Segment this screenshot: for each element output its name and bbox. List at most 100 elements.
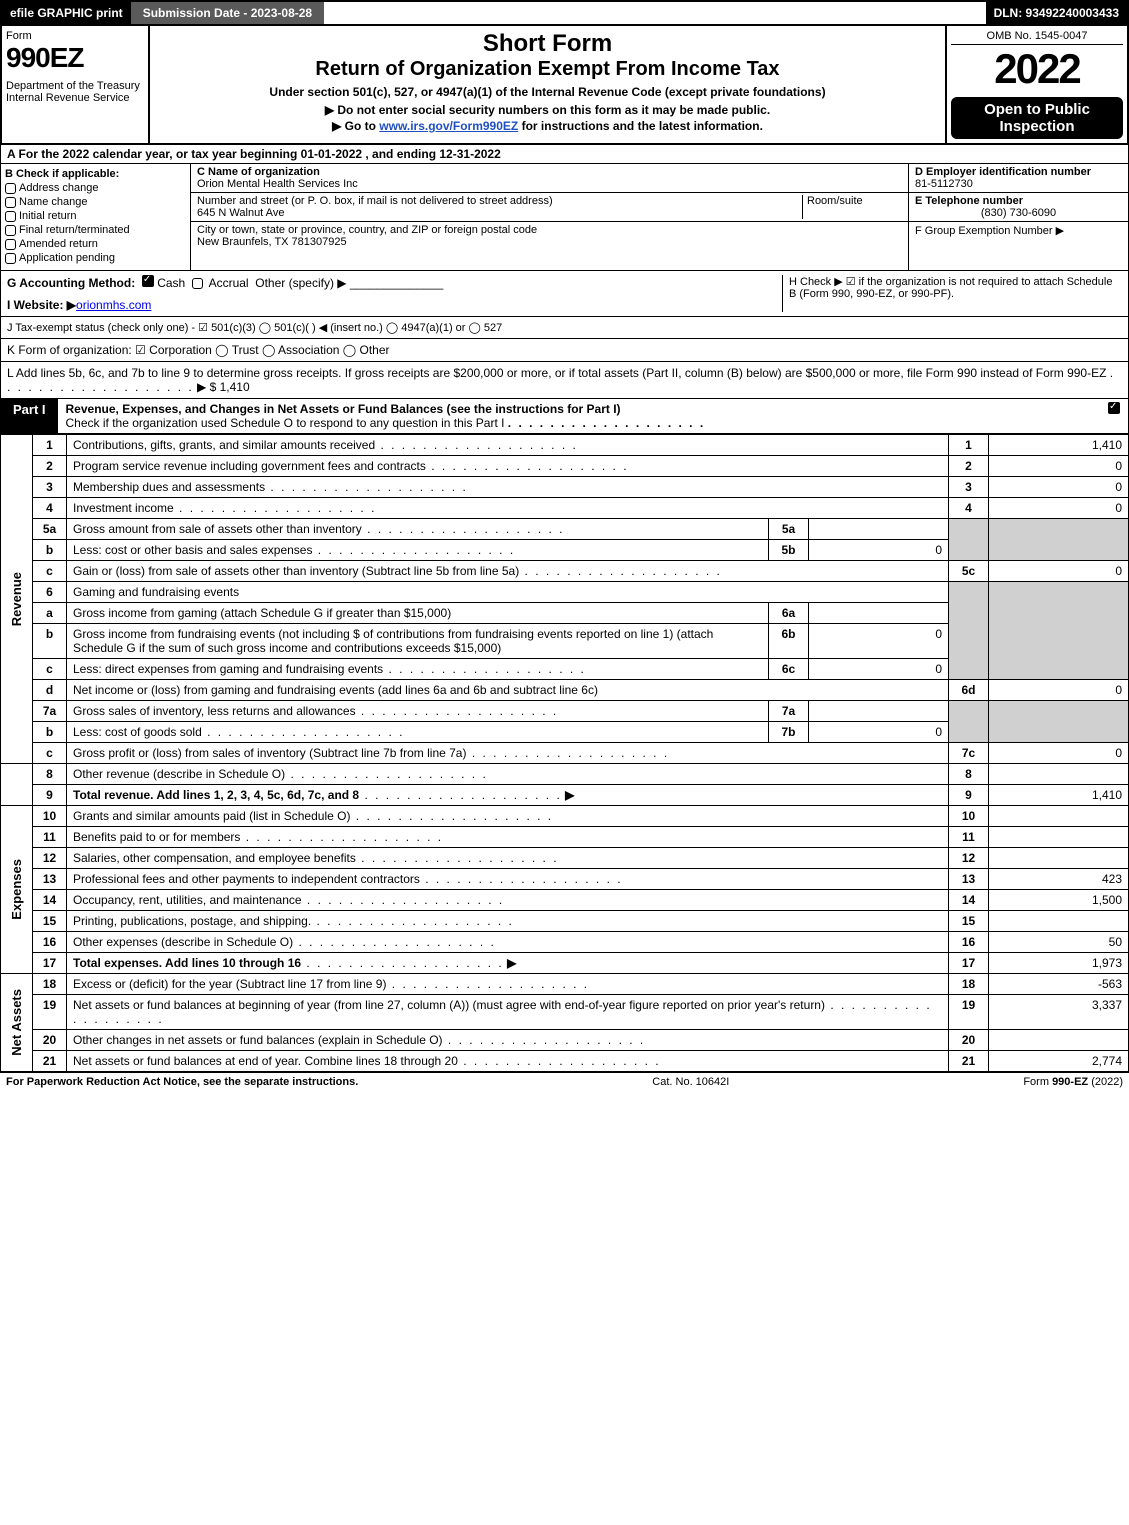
efile-print-label[interactable]: efile GRAPHIC print [2, 2, 131, 24]
line-15-num: 15 [33, 911, 67, 932]
line-10-val [989, 806, 1129, 827]
line-10-desc: Grants and similar amounts paid (list in… [73, 809, 350, 823]
line-12-num: 12 [33, 848, 67, 869]
form-label: Form [6, 30, 144, 42]
line-4-num: 4 [33, 498, 67, 519]
line-14-rn: 14 [949, 890, 989, 911]
line-6d-num: d [33, 680, 67, 701]
under-section: Under section 501(c), 527, or 4947(a)(1)… [158, 85, 937, 99]
line-6c-num: c [33, 659, 67, 680]
line-13-num: 13 [33, 869, 67, 890]
line-6b-num: b [33, 624, 67, 659]
line-1-num: 1 [33, 435, 67, 456]
checkbox-address-change[interactable] [5, 183, 16, 194]
line-11-val [989, 827, 1129, 848]
open-to-public: Open to Public Inspection [951, 97, 1123, 139]
line-15-rn: 15 [949, 911, 989, 932]
label-other-specify: Other (specify) ▶ [255, 276, 346, 290]
org-name-label: C Name of organization [197, 166, 902, 178]
checkbox-initial-return[interactable] [5, 211, 16, 222]
part-i-title: Part I [1, 399, 58, 433]
cat-number: Cat. No. 10642I [358, 1076, 1023, 1088]
line-20-val [989, 1030, 1129, 1051]
line-2-val: 0 [989, 456, 1129, 477]
ein: 81-5112730 [915, 178, 1122, 190]
form-title-block: Short Form Return of Organization Exempt… [150, 26, 947, 143]
line-7b-num: b [33, 722, 67, 743]
org-name: Orion Mental Health Services Inc [197, 178, 902, 190]
label-address-change: Address change [19, 182, 99, 194]
omb-year-block: OMB No. 1545-0047 2022 Open to Public In… [947, 26, 1127, 143]
goto-note: ▶ Go to www.irs.gov/Form990EZ for instru… [158, 119, 937, 133]
return-title: Return of Organization Exempt From Incom… [158, 58, 937, 81]
line-20-num: 20 [33, 1030, 67, 1051]
line-19-num: 19 [33, 995, 67, 1030]
checkbox-final-return[interactable] [5, 225, 16, 236]
ssn-note: ▶ Do not enter social security numbers o… [158, 103, 937, 117]
line-11-num: 11 [33, 827, 67, 848]
checkbox-schedule-o[interactable] [1108, 402, 1120, 414]
line-21-rn: 21 [949, 1051, 989, 1072]
label-accrual: Accrual [209, 276, 249, 290]
line-18-desc: Excess or (deficit) for the year (Subtra… [73, 977, 386, 991]
line-6d-desc: Net income or (loss) from gaming and fun… [67, 680, 949, 701]
line-17-desc: Total expenses. Add lines 10 through 16 [73, 956, 301, 970]
form-id-block: Form 990EZ Department of the Treasury In… [2, 26, 150, 143]
addr-label: Number and street (or P. O. box, if mail… [197, 195, 802, 207]
line-5c-val: 0 [989, 561, 1129, 582]
line-3-num: 3 [33, 477, 67, 498]
submission-date: Submission Date - 2023-08-28 [131, 2, 324, 24]
line-21-desc: Net assets or fund balances at end of ye… [73, 1054, 458, 1068]
line-5b-desc: Less: cost or other basis and sales expe… [73, 543, 312, 557]
line-21-num: 21 [33, 1051, 67, 1072]
checkbox-accrual[interactable] [192, 278, 203, 289]
department: Department of the Treasury Internal Reve… [6, 80, 144, 104]
line-10-num: 10 [33, 806, 67, 827]
line-5a-num: 5a [33, 519, 67, 540]
section-g-h: G Accounting Method: Cash Accrual Other … [0, 271, 1129, 317]
line-15-val [989, 911, 1129, 932]
website-link[interactable]: orionmhs.com [76, 298, 151, 312]
sections-d-e-f: D Employer identification number 81-5112… [908, 164, 1128, 270]
label-cash: Cash [157, 276, 185, 290]
room-suite-label: Room/suite [802, 195, 902, 219]
section-c: C Name of organization Orion Mental Heal… [191, 164, 908, 270]
line-6-num: 6 [33, 582, 67, 603]
website-label: I Website: ▶ [7, 298, 76, 312]
line-7b-mv: 0 [809, 722, 949, 743]
line-5b-mn: 5b [769, 540, 809, 561]
line-13-rn: 13 [949, 869, 989, 890]
line-6c-desc: Less: direct expenses from gaming and fu… [73, 662, 383, 676]
line-17-val: 1,973 [989, 953, 1129, 974]
line-13-val: 423 [989, 869, 1129, 890]
ein-label: D Employer identification number [915, 166, 1122, 178]
revenue-table: Revenue 1Contributions, gifts, grants, a… [0, 434, 1129, 1072]
revenue-side-label: Revenue [7, 568, 26, 630]
line-6a-mn: 6a [769, 603, 809, 624]
line-9-val: 1,410 [989, 785, 1129, 806]
irs-link[interactable]: www.irs.gov/Form990EZ [379, 119, 518, 133]
checkbox-application-pending[interactable] [5, 253, 16, 264]
label-amended-return: Amended return [19, 238, 98, 250]
line-5c-desc: Gain or (loss) from sale of assets other… [73, 564, 519, 578]
checkbox-name-change[interactable] [5, 197, 16, 208]
line-7c-desc: Gross profit or (loss) from sales of inv… [73, 746, 466, 760]
tel-label: E Telephone number [915, 195, 1122, 207]
line-7a-num: 7a [33, 701, 67, 722]
checkbox-amended-return[interactable] [5, 239, 16, 250]
checkbox-cash[interactable] [142, 275, 154, 287]
line-1-rn: 1 [949, 435, 989, 456]
line-14-desc: Occupancy, rent, utilities, and maintena… [73, 893, 302, 907]
line-5c-num: c [33, 561, 67, 582]
sections-b-through-f: B Check if applicable: Address change Na… [0, 164, 1129, 271]
line-8-val [989, 764, 1129, 785]
section-l-text: L Add lines 5b, 6c, and 7b to line 9 to … [7, 366, 1106, 380]
line-9-num: 9 [33, 785, 67, 806]
line-4-desc: Investment income [73, 501, 174, 515]
line-5b-mv: 0 [809, 540, 949, 561]
line-16-num: 16 [33, 932, 67, 953]
section-b-title: B Check if applicable: [5, 168, 186, 180]
section-a: A For the 2022 calendar year, or tax yea… [0, 145, 1129, 164]
section-b: B Check if applicable: Address change Na… [1, 164, 191, 270]
line-6d-rn: 6d [949, 680, 989, 701]
